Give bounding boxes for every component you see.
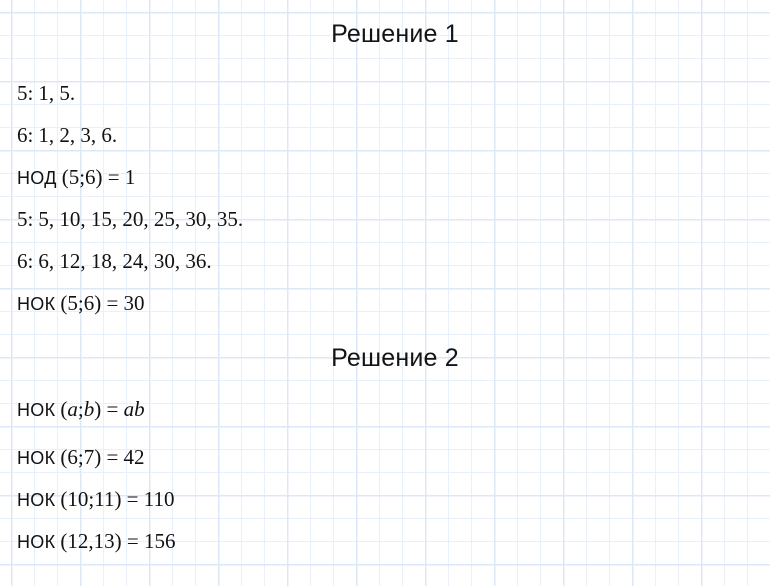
lcm-line-12-13: НОК (12,13) = 156 bbox=[17, 530, 175, 554]
lcm-value: (5;6) = 30 bbox=[60, 291, 145, 315]
lcm-10-11-value: (10;11) = 110 bbox=[60, 487, 175, 511]
gcd-value: (5;6) = 1 bbox=[61, 165, 136, 189]
gcd-label: НОД bbox=[17, 168, 57, 188]
variable-ab-product: ab bbox=[123, 397, 145, 421]
lcm-line-6-7: НОК (6;7) = 42 bbox=[17, 446, 145, 470]
section-heading-1: Решение 1 bbox=[331, 20, 459, 48]
lcm-12-13-label: НОК bbox=[17, 532, 56, 552]
line-5-value: 6, 12, 18, 24, 30, 36. bbox=[38, 249, 212, 273]
solution-line-2: 6: 1, 2, 3, 6. bbox=[17, 124, 117, 148]
line-1-value: 1, 5. bbox=[38, 81, 76, 105]
lcm-formula-equals: ) = bbox=[94, 397, 124, 421]
lcm-label: НОК bbox=[17, 294, 56, 314]
lcm-formula-line: НОК (a;b) = ab bbox=[17, 398, 145, 422]
variable-b: b bbox=[83, 397, 95, 421]
lcm-6-7-value: (6;7) = 42 bbox=[60, 445, 145, 469]
section-heading-2: Решение 2 bbox=[331, 344, 459, 372]
line-1-label: 5: bbox=[17, 81, 34, 105]
lcm-formula-open-paren: ( bbox=[60, 397, 68, 421]
lcm-line-10-11: НОК (10;11) = 110 bbox=[17, 488, 175, 512]
lcm-6-7-label: НОК bbox=[17, 448, 56, 468]
line-5-label: 6: bbox=[17, 249, 34, 273]
lcm-formula-label: НОК bbox=[17, 400, 56, 420]
line-2-value: 1, 2, 3, 6. bbox=[38, 123, 118, 147]
multiples-line-5: 5: 5, 10, 15, 20, 25, 30, 35. bbox=[17, 208, 243, 232]
lcm-formula-semicolon: ; bbox=[77, 397, 84, 421]
line-2-label: 6: bbox=[17, 123, 34, 147]
line-4-value: 5, 10, 15, 20, 25, 30, 35. bbox=[38, 207, 244, 231]
variable-a: a bbox=[67, 397, 78, 421]
lcm-12-13-value: (12,13) = 156 bbox=[60, 529, 176, 553]
gcd-line-5-6: НОД (5;6) = 1 bbox=[17, 166, 135, 190]
lcm-10-11-label: НОК bbox=[17, 490, 56, 510]
lcm-line-5-6: НОК (5;6) = 30 bbox=[17, 292, 145, 316]
solution-line-1: 5: 1, 5. bbox=[17, 82, 75, 106]
multiples-line-6: 6: 6, 12, 18, 24, 30, 36. bbox=[17, 250, 212, 274]
line-4-label: 5: bbox=[17, 207, 34, 231]
